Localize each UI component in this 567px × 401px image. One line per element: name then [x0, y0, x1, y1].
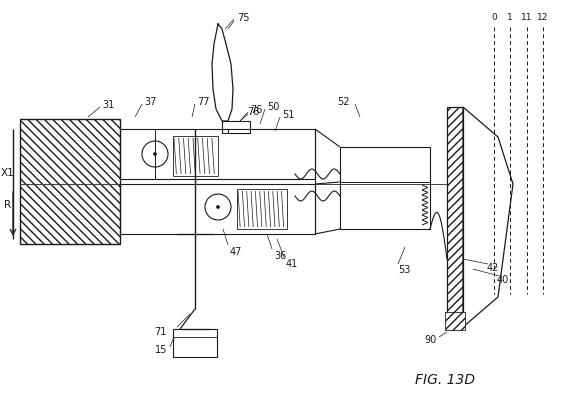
Text: 42: 42: [487, 262, 499, 272]
Text: 51: 51: [282, 110, 294, 120]
Text: 52: 52: [337, 97, 350, 107]
Text: 36: 36: [274, 250, 286, 260]
Bar: [173, 329, 217, 357]
Bar: [120, 184, 315, 235]
Text: 90: 90: [425, 334, 437, 344]
Text: 75: 75: [237, 13, 249, 23]
Bar: [237, 190, 287, 229]
Text: FIG. 13D: FIG. 13D: [415, 372, 475, 386]
Text: 71: 71: [155, 326, 167, 336]
Text: 53: 53: [398, 264, 410, 274]
Circle shape: [217, 206, 219, 209]
Text: 77: 77: [197, 97, 209, 107]
Bar: [120, 130, 315, 180]
Text: 31: 31: [102, 100, 114, 110]
Bar: [445, 312, 465, 330]
Text: 50: 50: [267, 102, 279, 112]
Text: 0: 0: [491, 14, 497, 22]
Text: 40: 40: [497, 274, 509, 284]
Text: 37: 37: [144, 97, 156, 107]
Text: 15: 15: [155, 344, 167, 354]
Text: 12: 12: [538, 14, 549, 22]
Text: X1: X1: [1, 168, 15, 178]
Bar: [447, 108, 463, 327]
Circle shape: [154, 153, 156, 156]
Text: 76: 76: [250, 105, 262, 115]
Bar: [340, 148, 430, 229]
Text: 76: 76: [247, 107, 259, 117]
Text: 47: 47: [230, 246, 242, 256]
Bar: [173, 137, 218, 176]
Text: 11: 11: [521, 14, 533, 22]
Bar: [222, 122, 250, 134]
Text: 41: 41: [286, 258, 298, 268]
Text: R: R: [5, 200, 11, 209]
Text: 1: 1: [507, 14, 513, 22]
Bar: [20, 120, 120, 244]
